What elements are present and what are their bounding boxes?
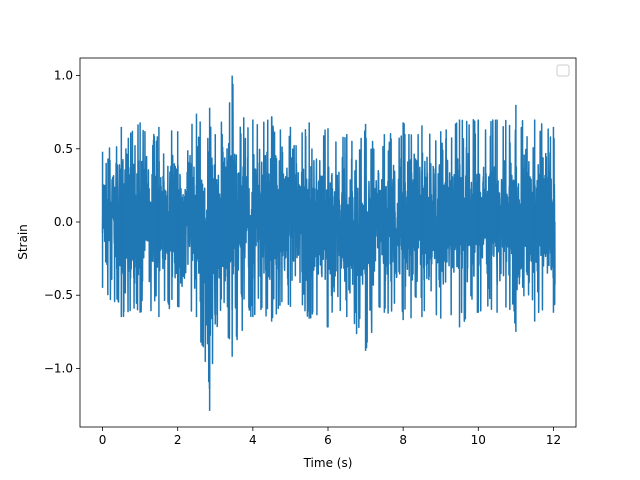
legend-box xyxy=(556,64,570,77)
x-axis-label: Time (s) xyxy=(303,456,353,470)
x-tick-label: 4 xyxy=(249,433,257,447)
x-tick-label: 0 xyxy=(99,433,107,447)
x-tick-label: 12 xyxy=(546,433,561,447)
y-tick-label: 1.0 xyxy=(54,69,73,83)
x-tick-label: 8 xyxy=(399,433,407,447)
axes: 0 2 4 6 8 10 12 −1.0 −0.5 0.0 0.5 1.0 xyxy=(44,57,577,447)
y-tick-label: −0.5 xyxy=(44,288,73,302)
plot-area xyxy=(101,75,556,411)
y-tick-label: 0.5 xyxy=(54,142,73,156)
x-tick-label: 6 xyxy=(324,433,332,447)
series-peaks xyxy=(101,75,555,411)
y-tick-label: 0.0 xyxy=(54,215,73,229)
y-tick-label: −1.0 xyxy=(44,361,73,375)
x-tick-label: 2 xyxy=(174,433,182,447)
x-tick-label: 10 xyxy=(471,433,486,447)
legend xyxy=(556,64,570,77)
y-axis-label: Strain xyxy=(16,224,30,260)
